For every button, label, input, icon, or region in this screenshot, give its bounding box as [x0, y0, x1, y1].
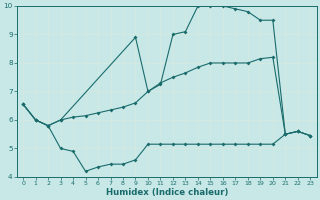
- X-axis label: Humidex (Indice chaleur): Humidex (Indice chaleur): [106, 188, 228, 197]
